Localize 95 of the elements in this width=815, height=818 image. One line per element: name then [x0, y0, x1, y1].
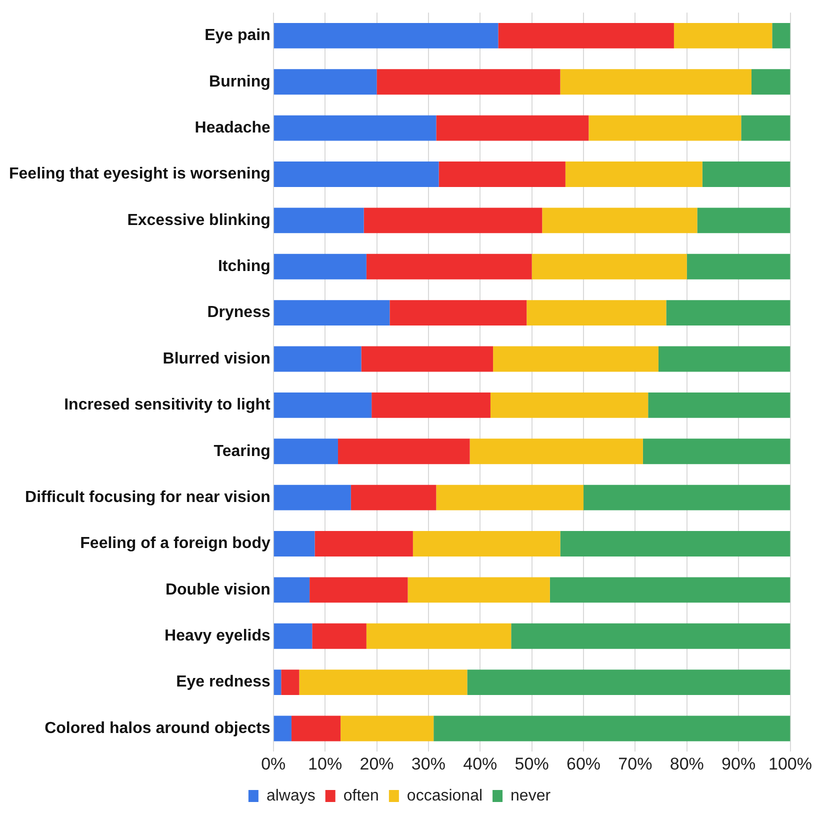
- y-tick-label: Incresed sensitivity to light: [64, 396, 272, 414]
- y-tick-label: Heavy eyelids: [164, 628, 270, 645]
- bar: [281, 670, 300, 696]
- bar: [648, 392, 790, 418]
- bar: [560, 531, 790, 556]
- y-tick-label: Blurred vision: [162, 350, 270, 368]
- bar: [702, 162, 790, 187]
- bar: [498, 22, 674, 48]
- bar: [274, 346, 362, 372]
- bar: [511, 623, 790, 649]
- bar: [310, 577, 408, 603]
- bar: [366, 254, 532, 280]
- legend-label: often: [343, 787, 379, 804]
- bar: [274, 162, 439, 187]
- bar: [376, 69, 560, 95]
- y-tick-label: Headache: [194, 119, 270, 136]
- bar: [642, 438, 790, 464]
- bar: [741, 115, 790, 141]
- bar: [674, 22, 772, 48]
- bar: [274, 531, 315, 556]
- bar: [274, 392, 372, 418]
- y-tick-label: Difficult focusing for near vision: [25, 488, 270, 506]
- bar: [274, 115, 436, 141]
- bar: [372, 392, 490, 418]
- bar: [366, 623, 512, 649]
- y-tick-label: Burning: [209, 73, 270, 90]
- x-tick-label: 10%: [308, 754, 342, 774]
- bar: [274, 300, 390, 326]
- bar: [274, 716, 292, 742]
- bar: [697, 208, 790, 234]
- bar: [434, 716, 790, 742]
- bar: [751, 69, 790, 95]
- bar: [274, 670, 282, 696]
- bar: [274, 577, 310, 603]
- bar: [560, 69, 752, 95]
- legend-label: occasional: [406, 787, 483, 804]
- x-tick-label: 50%: [514, 754, 549, 774]
- bar: [340, 716, 434, 742]
- bar: [274, 623, 312, 649]
- bar: [588, 115, 742, 141]
- x-tick-label: 20%: [360, 754, 394, 774]
- bar: [350, 484, 436, 510]
- bar: [584, 484, 790, 510]
- bar: [666, 300, 790, 326]
- bar: [390, 300, 527, 326]
- bar: [467, 670, 790, 696]
- bar: [364, 208, 542, 234]
- bar: [338, 438, 470, 464]
- bar: [312, 623, 366, 649]
- y-tick-label: Eye redness: [176, 674, 270, 691]
- y-tick-label: Itching: [218, 258, 270, 276]
- bar: [526, 300, 666, 326]
- bar: [274, 22, 498, 48]
- bar: [550, 577, 790, 603]
- y-tick-label: Eye pain: [204, 27, 270, 44]
- y-tick-label: Feeling that eyesight is worsening: [8, 166, 270, 183]
- bar: [565, 162, 702, 187]
- bar: [361, 346, 494, 372]
- bar: [274, 254, 366, 280]
- x-tick-label: 80%: [670, 754, 704, 774]
- legend-label: never: [510, 787, 552, 804]
- x-tick-label: 0%: [261, 754, 286, 774]
- y-tick-label: Double vision: [165, 581, 270, 598]
- bar: [658, 346, 790, 372]
- bar: [436, 484, 584, 510]
- x-tick-label: 40%: [463, 754, 498, 774]
- bar: [274, 484, 351, 510]
- bar: [274, 69, 377, 95]
- bar: [408, 577, 550, 603]
- bar: [490, 392, 648, 418]
- y-tick-label: Excessive blinking: [127, 212, 270, 229]
- bar: [470, 438, 643, 464]
- legend-label: always: [266, 787, 316, 804]
- x-tick-label: 30%: [411, 754, 446, 774]
- bar: [436, 115, 589, 141]
- bar: [274, 438, 338, 464]
- bar: [772, 22, 790, 48]
- bar: [412, 531, 560, 556]
- bar: [493, 346, 658, 372]
- bar: [314, 531, 413, 556]
- x-tick-label: 100%: [768, 754, 812, 774]
- bar: [542, 208, 698, 234]
- bar: [299, 670, 468, 696]
- bar: [686, 254, 790, 280]
- bar: [291, 716, 341, 742]
- y-tick-label: Dryness: [207, 304, 270, 322]
- x-tick-label: 60%: [566, 754, 601, 774]
- bar: [438, 162, 566, 187]
- x-tick-label: 90%: [722, 754, 756, 774]
- x-tick-label: 70%: [618, 754, 652, 774]
- bar: [274, 208, 364, 234]
- y-tick-label: Feeling of a foreign body: [80, 535, 270, 552]
- y-tick-label: Colored halos around objects: [44, 720, 270, 737]
- bar: [532, 254, 687, 280]
- y-tick-label: Tearing: [214, 442, 270, 460]
